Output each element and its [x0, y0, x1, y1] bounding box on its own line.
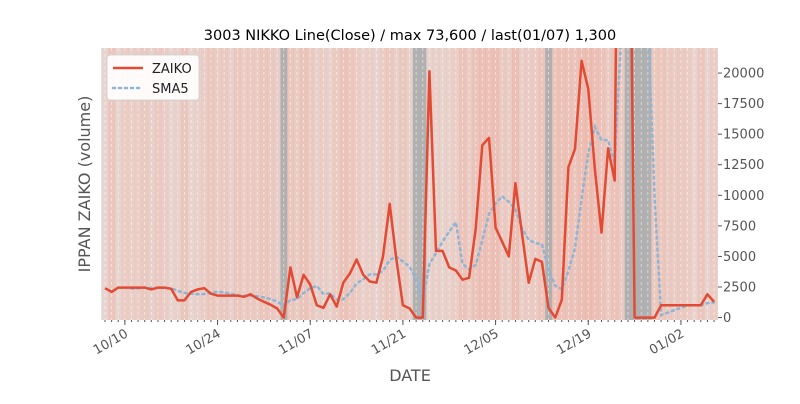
day-band — [247, 48, 254, 320]
day-band — [678, 48, 685, 320]
no-data-day-band — [625, 48, 632, 320]
day-band — [347, 48, 354, 320]
day-band — [446, 48, 453, 320]
day-band — [208, 48, 215, 320]
day-band — [386, 48, 393, 320]
x-tick-label: 12/19 — [554, 326, 594, 358]
day-band — [439, 48, 446, 320]
no-data-day-band — [638, 48, 645, 320]
day-band — [320, 48, 327, 320]
y-tick-label: 5000 — [723, 250, 756, 265]
day-band — [261, 48, 268, 320]
no-data-day-band — [280, 48, 287, 320]
day-band — [400, 48, 407, 320]
day-band — [214, 48, 221, 320]
day-band — [671, 48, 678, 320]
day-band — [294, 48, 301, 320]
day-band — [267, 48, 274, 320]
day-band — [254, 48, 261, 320]
legend: ZAIKO SMA5 — [107, 55, 199, 100]
y-tick-label: 20000 — [723, 67, 764, 82]
x-tick-label: 10/10 — [91, 326, 131, 358]
x-tick-label: 11/07 — [276, 326, 316, 358]
chart-title: 3003 NIKKO Line(Close) / max 73,600 / la… — [204, 28, 616, 44]
y-tick-label: 0 — [723, 311, 731, 326]
day-band — [453, 48, 460, 320]
day-band — [327, 48, 334, 320]
y-axis-label: IPPAN ZAIKO (volume) — [75, 96, 94, 273]
y-tick-label: 2500 — [723, 280, 756, 295]
day-band — [201, 48, 208, 320]
day-band — [380, 48, 387, 320]
day-band — [227, 48, 234, 320]
day-band — [697, 48, 704, 320]
day-band — [234, 48, 241, 320]
day-band — [333, 48, 340, 320]
x-tick-label: 10/24 — [184, 326, 224, 358]
day-band — [711, 48, 718, 320]
y-tick-label: 12500 — [723, 158, 764, 173]
day-band — [691, 48, 698, 320]
day-band — [241, 48, 248, 320]
y-tick-label: 10000 — [723, 189, 764, 204]
day-band — [664, 48, 671, 320]
day-band — [704, 48, 711, 320]
day-band — [314, 48, 321, 320]
x-tick-label: 01/02 — [647, 326, 687, 358]
legend-sma-label: SMA5 — [152, 82, 189, 97]
no-data-day-band — [545, 48, 552, 320]
day-band — [532, 48, 539, 320]
day-band — [499, 48, 506, 320]
y-tick-label: 15000 — [723, 128, 764, 143]
day-band — [572, 48, 579, 320]
day-band — [353, 48, 360, 320]
y-tick-label: 7500 — [723, 219, 756, 234]
x-tick-label: 11/21 — [369, 326, 409, 358]
day-band — [274, 48, 281, 320]
day-band — [519, 48, 526, 320]
day-band — [406, 48, 413, 320]
x-tick-label: 12/05 — [462, 326, 502, 358]
x-axis-label: DATE — [389, 366, 431, 385]
day-band — [221, 48, 228, 320]
legend-zaiko-label: ZAIKO — [152, 62, 192, 77]
day-band — [684, 48, 691, 320]
y-tick-label: 17500 — [723, 97, 764, 112]
day-band — [506, 48, 513, 320]
